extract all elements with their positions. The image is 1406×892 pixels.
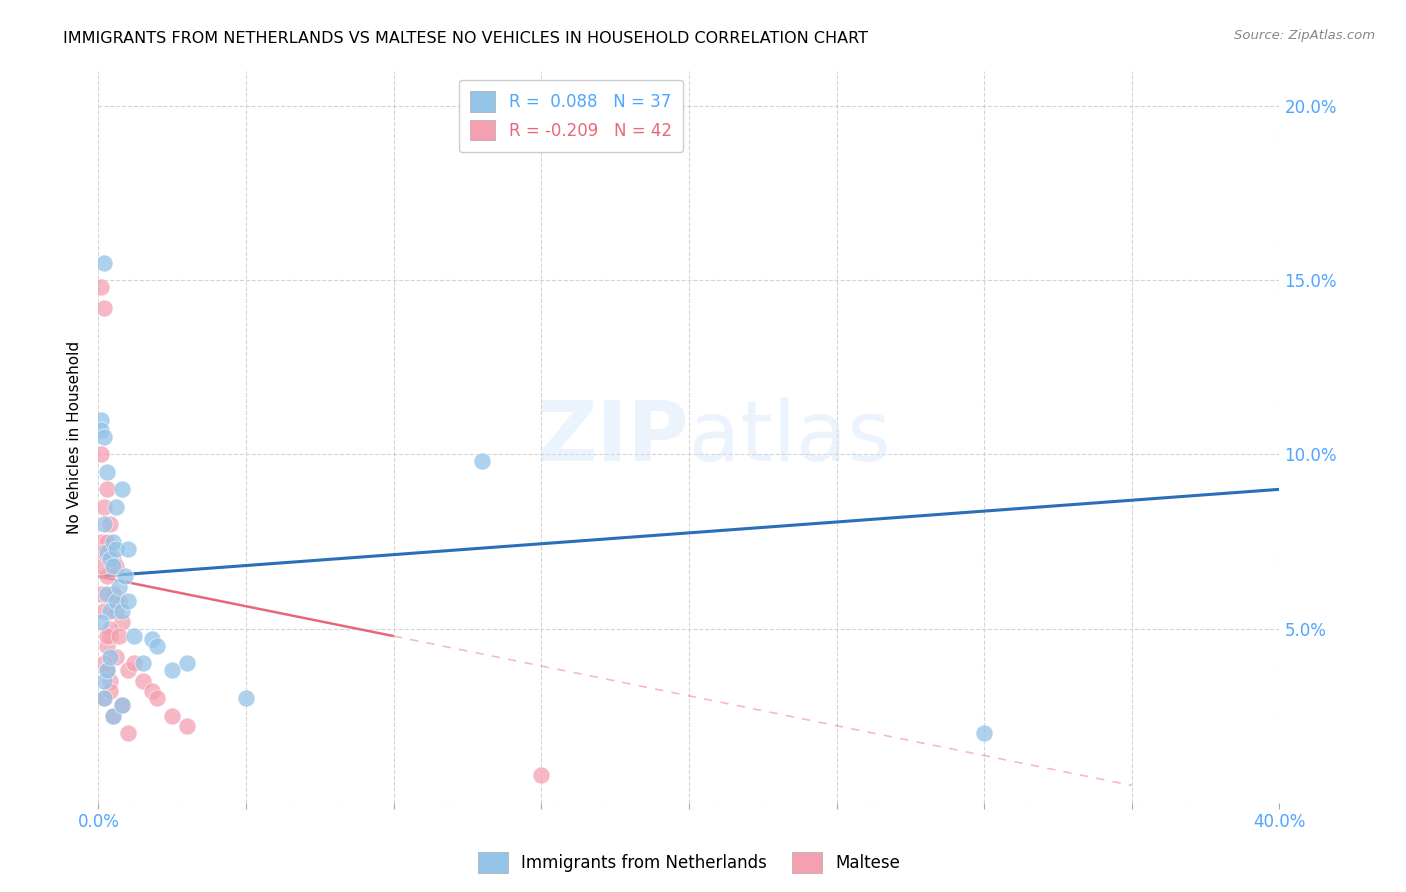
Point <box>132 657 155 671</box>
Point <box>90 558 112 573</box>
Point <box>162 664 183 678</box>
Point <box>105 604 128 618</box>
Point <box>141 632 163 646</box>
Point <box>96 664 118 678</box>
Point <box>114 569 136 583</box>
Point <box>90 587 112 601</box>
Point <box>98 622 121 636</box>
Point <box>96 569 118 583</box>
Point <box>90 615 112 629</box>
Point <box>176 657 198 671</box>
Point <box>122 629 145 643</box>
Point <box>117 541 139 556</box>
Point <box>105 500 128 514</box>
Point <box>111 483 134 497</box>
Point <box>93 673 115 688</box>
Point <box>96 545 118 559</box>
Point <box>93 691 115 706</box>
Point <box>96 629 118 643</box>
Point <box>111 604 134 618</box>
Legend: R =  0.088   N = 37, R = -0.209   N = 42: R = 0.088 N = 37, R = -0.209 N = 42 <box>458 79 683 152</box>
Point <box>90 448 112 462</box>
Point <box>90 280 112 294</box>
Point <box>105 649 128 664</box>
Point <box>96 587 118 601</box>
Point <box>117 664 139 678</box>
Point <box>98 629 121 643</box>
Point <box>93 430 115 444</box>
Point <box>103 587 125 601</box>
Point <box>103 708 125 723</box>
Text: ZIP: ZIP <box>537 397 689 477</box>
Y-axis label: No Vehicles in Household: No Vehicles in Household <box>67 341 83 533</box>
Point <box>132 673 155 688</box>
Point <box>105 594 128 608</box>
Point <box>96 639 118 653</box>
Point <box>98 604 121 618</box>
Point <box>93 500 115 514</box>
Point <box>117 726 139 740</box>
Point <box>235 691 257 706</box>
Point <box>90 412 112 426</box>
Point <box>98 684 121 698</box>
Point <box>103 534 125 549</box>
Point <box>90 534 112 549</box>
Point <box>146 639 169 653</box>
Text: IMMIGRANTS FROM NETHERLANDS VS MALTESE NO VEHICLES IN HOUSEHOLD CORRELATION CHAR: IMMIGRANTS FROM NETHERLANDS VS MALTESE N… <box>63 31 869 46</box>
Point <box>973 726 995 740</box>
Point <box>111 615 134 629</box>
Point <box>141 684 163 698</box>
Text: atlas: atlas <box>689 397 890 477</box>
Point <box>108 629 131 643</box>
Point <box>103 708 125 723</box>
Point <box>98 552 121 566</box>
Point <box>162 708 183 723</box>
Point <box>105 558 128 573</box>
Point <box>105 541 128 556</box>
Point <box>530 768 553 782</box>
Point <box>122 657 145 671</box>
Point <box>93 256 115 270</box>
Point <box>117 594 139 608</box>
Point <box>96 534 118 549</box>
Point <box>96 483 118 497</box>
Point <box>98 649 121 664</box>
Point <box>103 558 125 573</box>
Point <box>93 604 115 618</box>
Point <box>471 454 494 468</box>
Point <box>90 423 112 437</box>
Point <box>96 664 118 678</box>
Point <box>111 698 134 713</box>
Text: Source: ZipAtlas.com: Source: ZipAtlas.com <box>1234 29 1375 42</box>
Point <box>103 552 125 566</box>
Point <box>176 719 198 733</box>
Point <box>108 594 131 608</box>
Point <box>93 657 115 671</box>
Point <box>96 465 118 479</box>
Point <box>98 517 121 532</box>
Point <box>93 691 115 706</box>
Point <box>108 580 131 594</box>
Point <box>146 691 169 706</box>
Point <box>111 698 134 713</box>
Point <box>103 594 125 608</box>
Point <box>93 517 115 532</box>
Point <box>98 673 121 688</box>
Point <box>93 301 115 316</box>
Legend: Immigrants from Netherlands, Maltese: Immigrants from Netherlands, Maltese <box>471 846 907 880</box>
Point <box>93 545 115 559</box>
